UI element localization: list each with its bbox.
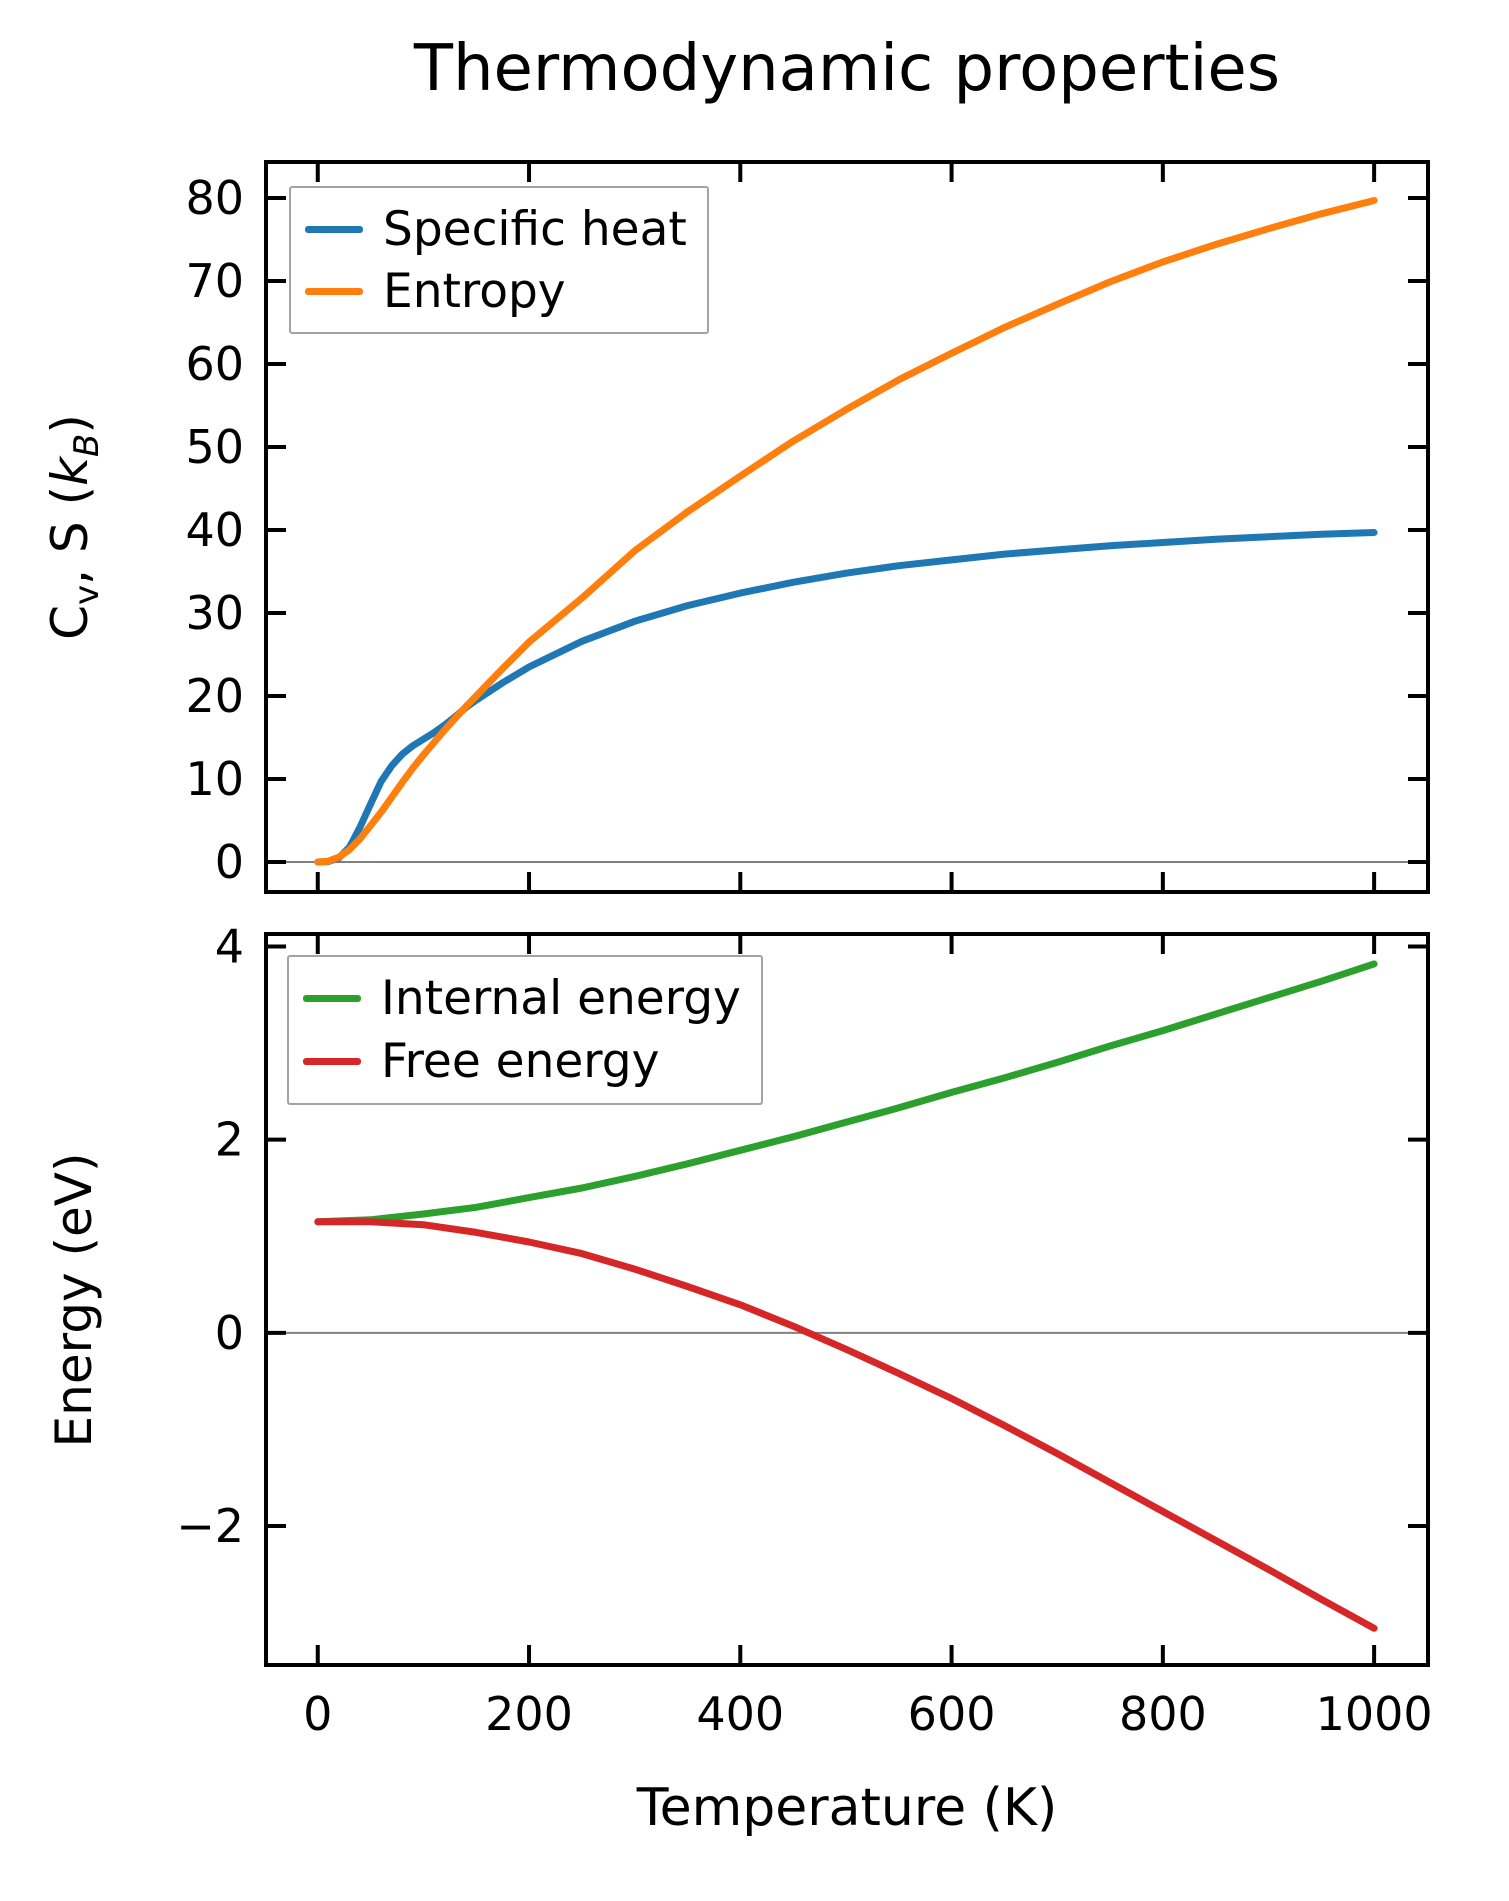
x-tick-label: 400 — [696, 1687, 784, 1741]
y-tick-label: 70 — [185, 254, 244, 308]
legend-entry-entropy: Entropy — [305, 260, 687, 322]
legend-label: Specific heat — [383, 201, 687, 257]
legend-entry-free-energy: Free energy — [303, 1030, 741, 1093]
x-axis-label: Temperature (K) — [636, 1778, 1058, 1838]
y-tick-label: 30 — [185, 586, 244, 640]
y-tick-label: 50 — [185, 420, 244, 474]
legend-entry-specific-heat: Specific heat — [305, 198, 687, 260]
specific-heat-curve — [314, 529, 1378, 866]
internal-energy-curve — [314, 960, 1378, 1226]
x-tick-label: 800 — [1119, 1687, 1207, 1741]
legend-entry-internal-energy: Internal energy — [303, 967, 741, 1030]
legend-label: Free energy — [381, 1034, 660, 1089]
y-tick-label: 0 — [215, 1306, 244, 1360]
top-y-axis-label: Cv, S (kB) — [41, 414, 107, 640]
entropy-curve — [314, 197, 1378, 866]
internal-energy-line-sample — [303, 995, 361, 1002]
axes-frame — [264, 160, 1430, 894]
y-tick-label: 10 — [185, 752, 244, 806]
x-tick-label: 0 — [303, 1687, 332, 1741]
bottom-y-axis-label: Energy (eV) — [45, 1152, 103, 1448]
y-tick-label: 20 — [185, 669, 244, 723]
top-legend: Specific heat Entropy — [289, 186, 709, 334]
free-energy-curve — [314, 1218, 1378, 1632]
specific-heat-line-sample — [305, 225, 363, 233]
y-tick-label: 80 — [185, 171, 244, 225]
entropy-line-sample — [305, 287, 363, 295]
y-tick-label: 60 — [185, 337, 244, 391]
y-tick-label: 4 — [215, 920, 244, 974]
x-tick-label: 1000 — [1316, 1687, 1433, 1741]
y-tick-label: 40 — [185, 503, 244, 557]
bottom-legend: Internal energy Free energy — [287, 955, 763, 1105]
free-energy-line-sample — [303, 1058, 361, 1065]
x-tick-label: 600 — [908, 1687, 996, 1741]
y-tick-label: 2 — [215, 1113, 244, 1167]
figure-title: Thermodynamic properties — [413, 32, 1281, 106]
x-tick-label: 200 — [485, 1687, 573, 1741]
y-tick-label: −2 — [176, 1499, 244, 1553]
axes-frame — [264, 932, 1430, 1667]
y-tick-label: 0 — [215, 835, 244, 889]
legend-label: Internal energy — [381, 971, 741, 1026]
legend-label: Entropy — [383, 263, 566, 319]
